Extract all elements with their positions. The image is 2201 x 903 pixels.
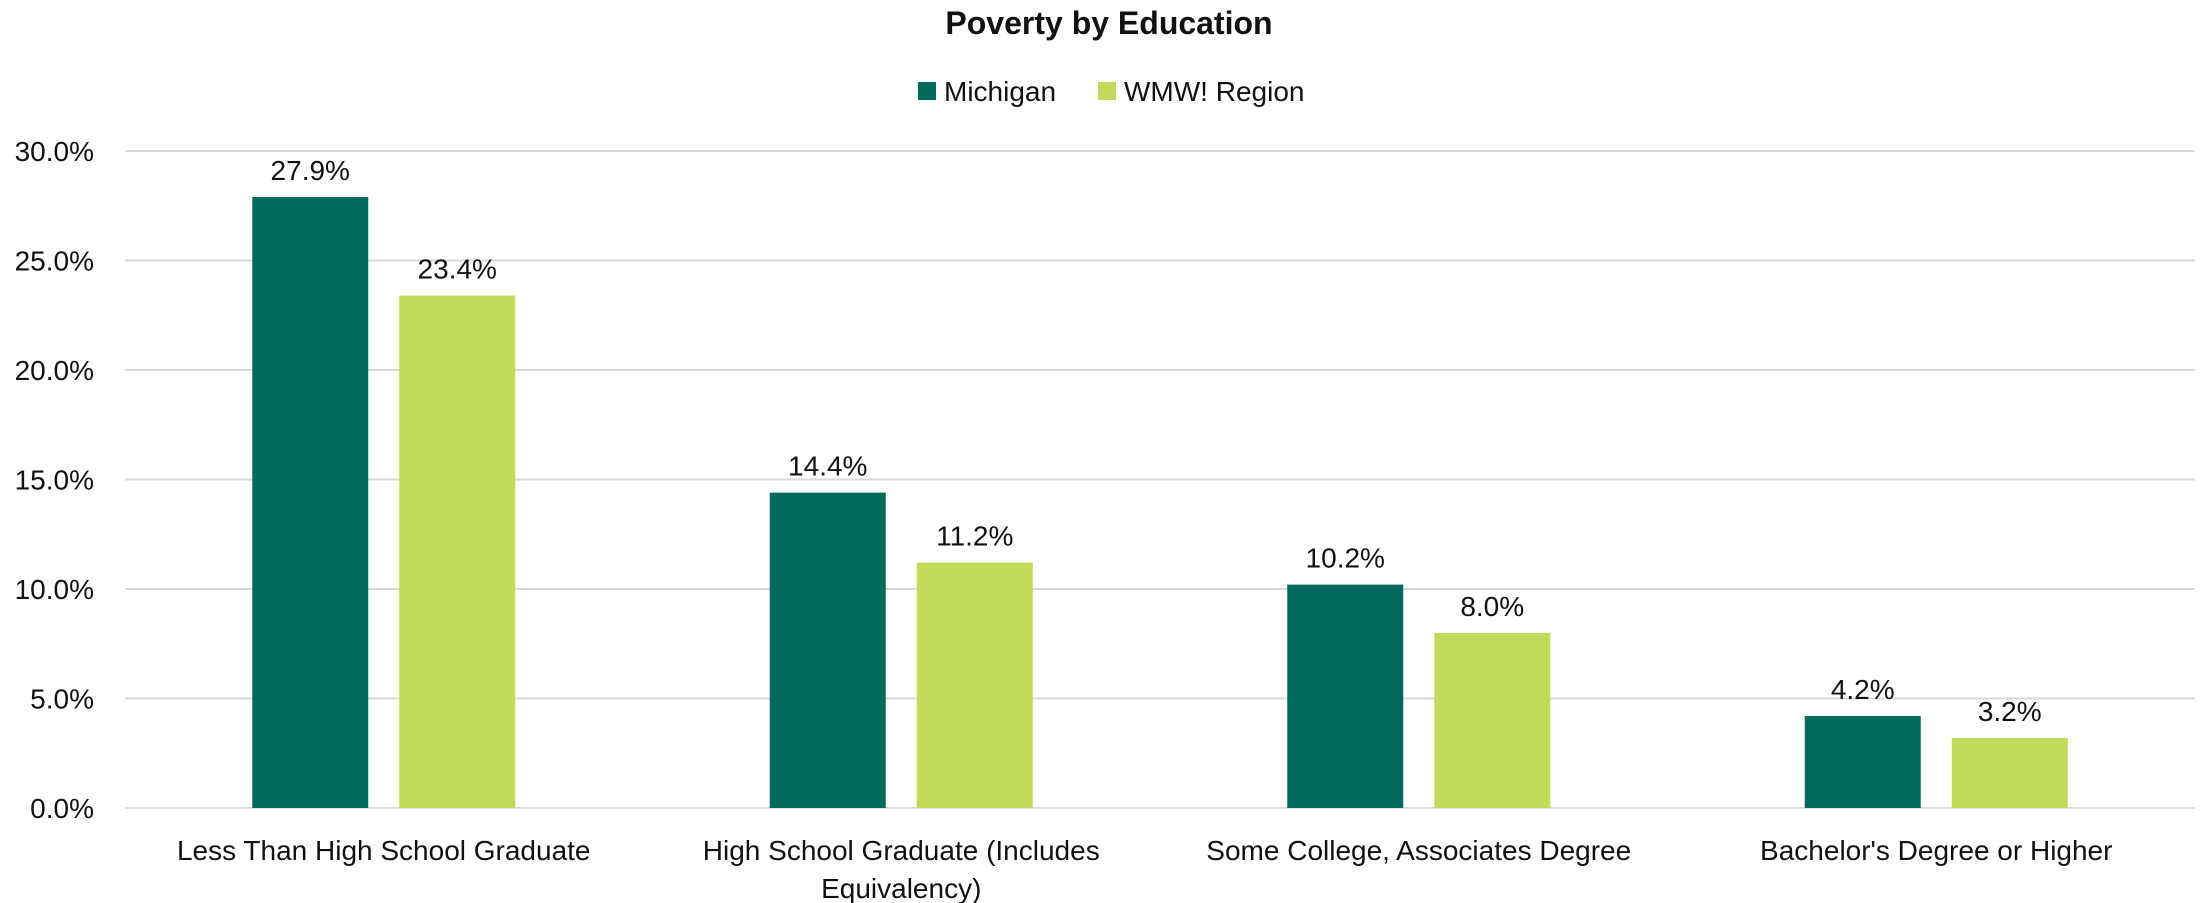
x-category-label: Some College, Associates Degree xyxy=(1206,835,1631,866)
bar-michigan xyxy=(252,196,369,809)
bar-wmw-region xyxy=(1434,632,1551,808)
legend-swatch-wmw-region xyxy=(1098,82,1116,100)
data-label: 10.2% xyxy=(1306,543,1385,574)
y-tick-label: 0.0% xyxy=(30,793,94,824)
y-tick-label: 30.0% xyxy=(15,136,94,167)
data-label: 4.2% xyxy=(1831,674,1895,705)
data-label: 23.4% xyxy=(418,254,497,285)
bars xyxy=(252,196,2068,809)
legend-swatch-michigan xyxy=(918,82,936,100)
legend: Michigan WMW! Region xyxy=(918,76,1304,107)
bar-wmw-region xyxy=(916,562,1033,808)
bar-michigan xyxy=(1287,584,1404,808)
bar-wmw-region xyxy=(1951,737,2068,808)
legend-label-wmw-region: WMW! Region xyxy=(1124,76,1304,107)
x-axis: Less Than High School Graduate High Schoo… xyxy=(177,835,2112,903)
bar-michigan xyxy=(1804,716,1921,808)
y-tick-label: 15.0% xyxy=(15,465,94,496)
data-label: 27.9% xyxy=(271,155,350,186)
data-label: 11.2% xyxy=(936,521,1013,552)
legend-label-michigan: Michigan xyxy=(944,76,1056,107)
y-tick-label: 25.0% xyxy=(15,246,94,277)
y-tick-label: 10.0% xyxy=(15,574,94,605)
data-label: 3.2% xyxy=(1978,696,2042,727)
data-label: 14.4% xyxy=(788,451,867,482)
bar-michigan xyxy=(769,492,886,808)
y-axis: 0.0% 5.0% 10.0% 15.0% 20.0% 25.0% 30.0% xyxy=(15,136,94,824)
data-labels: 27.9% 23.4% 14.4% 11.2% 10.2% 8.0% 4.2% 3.2% xyxy=(271,155,2042,727)
chart-title: Poverty by Education xyxy=(945,5,1272,41)
y-tick-label: 20.0% xyxy=(15,355,94,386)
data-label: 8.0% xyxy=(1460,591,1524,622)
x-category-label: Bachelor's Degree or Higher xyxy=(1760,835,2112,866)
y-tick-label: 5.0% xyxy=(30,684,94,715)
x-category-label: Less Than High School Graduate xyxy=(177,835,591,866)
bar-wmw-region xyxy=(399,295,516,808)
x-category-label: High School Graduate (Includes Equivalenc… xyxy=(703,835,1100,903)
